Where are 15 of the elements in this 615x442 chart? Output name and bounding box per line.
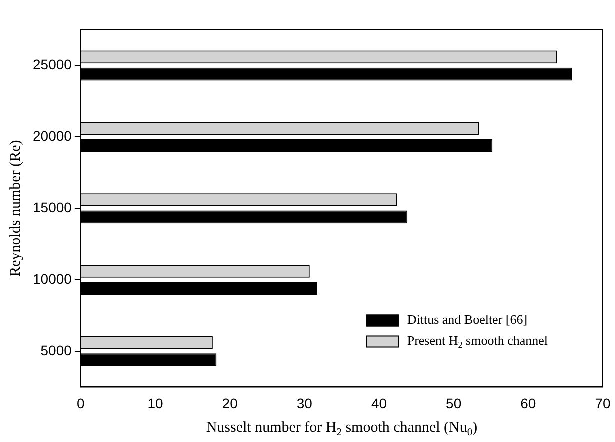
x-tick-label: 10: [148, 395, 164, 412]
y-tick-label: 10000: [32, 270, 72, 287]
y-tick-label: 5000: [40, 342, 72, 358]
x-tick-label: 50: [446, 395, 462, 412]
y-tick-label: 15000: [32, 199, 72, 216]
x-tick-label: 60: [520, 395, 536, 412]
x-tick-label: 0: [77, 395, 86, 412]
x-tick-label: 70: [595, 395, 611, 412]
x-tick-label: 30: [296, 395, 313, 412]
x-tick-label: 20: [222, 395, 238, 412]
x-tick-label: 40: [371, 395, 388, 412]
y-tick-label: 20000: [32, 128, 72, 144]
legend-label: Dittus and Boelter [66]: [407, 312, 528, 328]
y-tick-label: 25000: [32, 56, 72, 73]
y-axis-title: Reynolds number (Re): [8, 140, 24, 277]
